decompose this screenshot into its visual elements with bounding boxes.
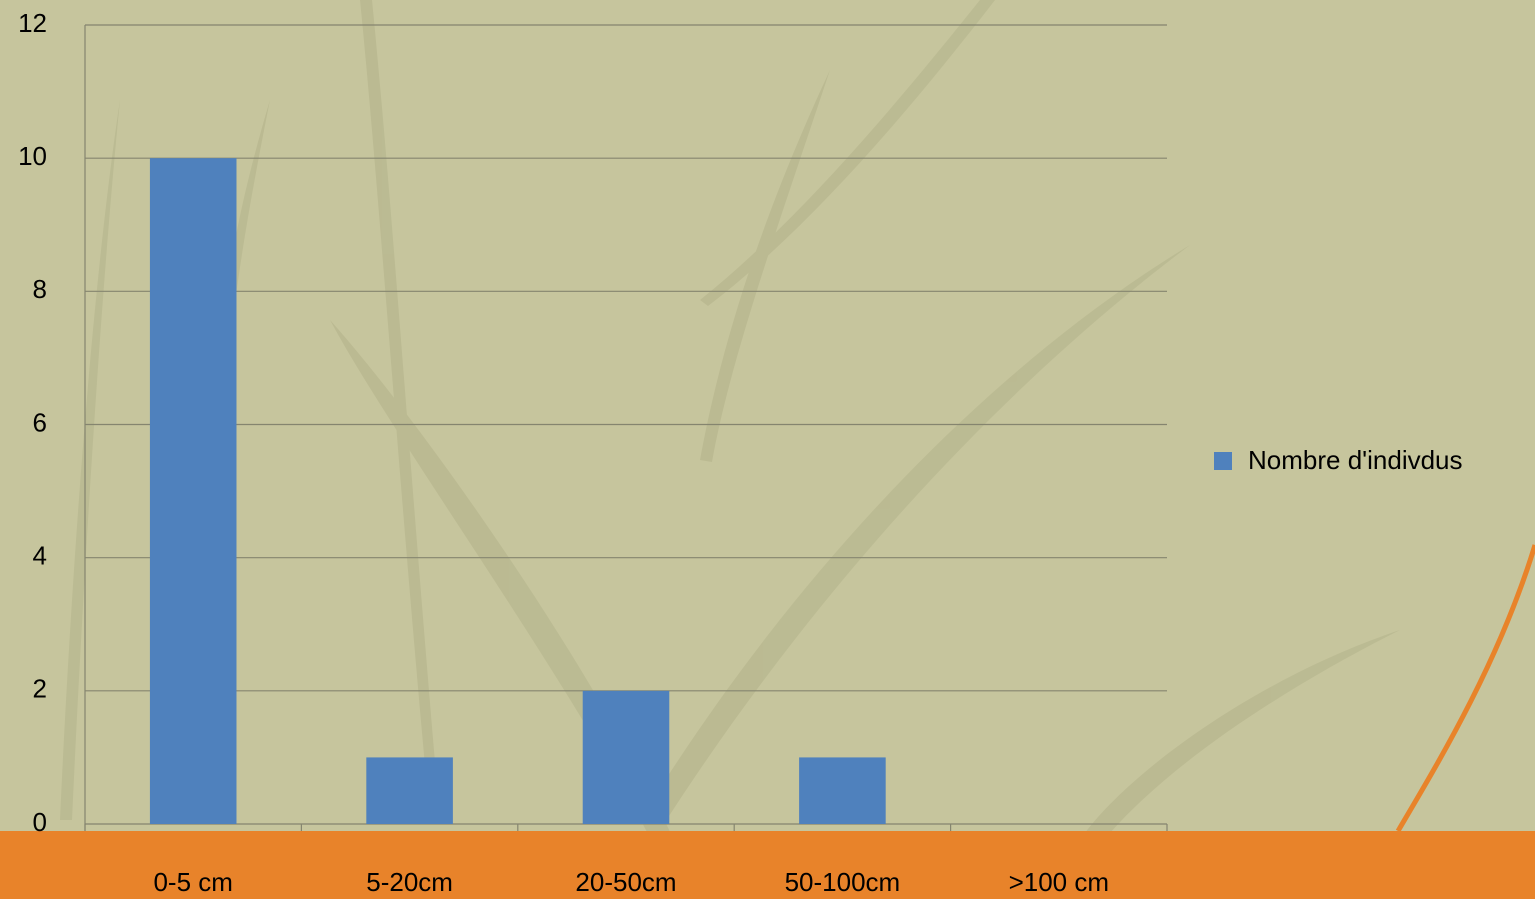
x-tick-label: 50-100cm — [785, 867, 901, 897]
x-tick-label: 0-5 cm — [153, 867, 232, 897]
y-tick-label: 4 — [33, 541, 47, 571]
decorative-curve — [1395, 544, 1535, 833]
footer-band — [0, 831, 1535, 899]
bar — [799, 757, 886, 824]
y-tick-label: 8 — [33, 274, 47, 304]
x-tick-label: 20-50cm — [575, 867, 676, 897]
x-tick-label: 5-20cm — [366, 867, 453, 897]
y-tick-label: 6 — [33, 407, 47, 437]
bar — [582, 690, 670, 824]
bar — [366, 757, 453, 824]
x-tick-label: >100 cm — [1009, 867, 1109, 897]
legend-swatch — [1214, 452, 1232, 470]
y-tick-label: 12 — [18, 8, 47, 38]
y-tick-label: 2 — [33, 674, 47, 704]
legend-label: Nombre d'indivdus — [1248, 445, 1463, 475]
bar — [149, 158, 237, 824]
y-tick-label: 0 — [33, 807, 47, 837]
y-tick-label: 10 — [18, 141, 47, 171]
